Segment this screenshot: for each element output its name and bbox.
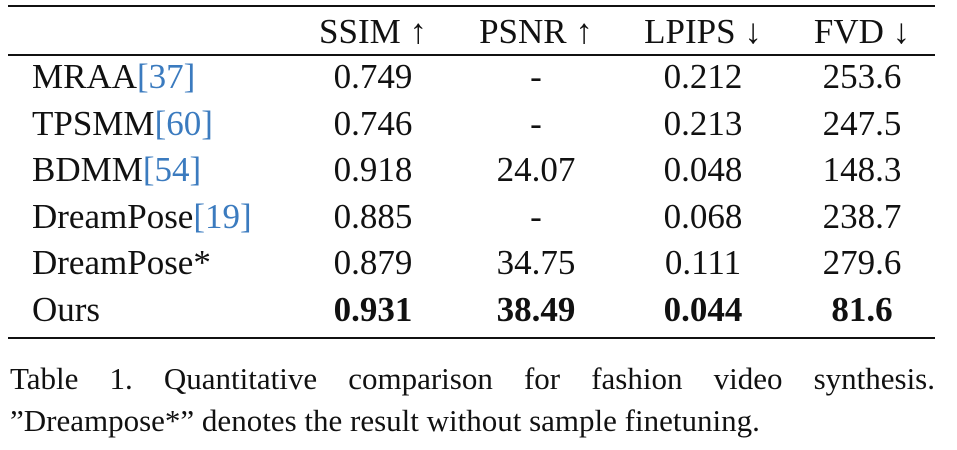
caption-line-1: Table 1. Quantitative comparison for fas… [10,361,935,396]
table-caption: Table 1. Quantitative comparison for fas… [10,358,935,442]
lpips-value: 0.048 [663,150,743,189]
psnr-value: 34.75 [496,243,576,282]
fvd-value: 238.7 [822,196,902,236]
method-name: MRAA[37] [32,54,195,100]
table-row: DreamPose* 0.879 34.75 0.111 279.6 [0,240,957,286]
table-row: BDMM[54] 0.918 24.07 0.048 148.3 [0,147,957,193]
lpips-value: 0.212 [663,57,743,96]
citation-link[interactable]: [37] [137,57,196,96]
method-name: DreamPose[19] [32,194,252,240]
fvd-value: 279.6 [822,243,902,282]
table-row: DreamPose[19] 0.885 - 0.068 238.7 [0,194,957,240]
ssim-value: 0.918 [333,150,413,189]
bottom-rule [8,337,935,339]
method-name: Ours [32,287,100,333]
header-fvd: FVD ↓ [813,12,911,51]
fvd-value: 148.3 [822,150,902,189]
header-row: SSIM ↑ PSNR ↑ LPIPS ↓ FVD ↓ [0,9,957,55]
ssim-value: 0.746 [333,103,413,143]
table-row: MRAA[37] 0.749 - 0.212 253.6 [0,54,957,100]
ssim-value: 0.879 [333,243,413,282]
ssim-value: 0.931 [333,289,413,329]
header-psnr: PSNR ↑ [479,12,593,51]
psnr-value: 38.49 [496,289,576,329]
fvd-value: 81.6 [831,289,893,329]
citation-link[interactable]: [19] [193,196,252,236]
top-rule [8,5,935,7]
method-name: DreamPose* [32,240,211,286]
method-label: DreamPose* [32,243,211,282]
method-label: BDMM [32,150,143,189]
ssim-value: 0.749 [333,57,413,96]
lpips-value: 0.044 [663,289,743,329]
method-label: MRAA [32,57,138,96]
method-name: TPSMM[60] [32,101,213,147]
table-row: TPSMM[60] 0.746 - 0.213 247.5 [0,101,957,147]
psnr-value: - [530,196,542,236]
method-name: BDMM[54] [32,147,201,193]
table-row: Ours 0.931 38.49 0.044 81.6 [0,287,957,333]
fvd-value: 253.6 [822,57,902,96]
method-label: Ours [32,289,101,329]
caption-line-2: ”Dreampose*” denotes the result without … [10,403,760,438]
header-ssim: SSIM ↑ [319,12,427,51]
citation-link[interactable]: [60] [154,103,213,143]
lpips-value: 0.068 [663,196,743,236]
method-label: TPSMM [32,103,155,143]
citation-link[interactable]: [54] [142,150,202,189]
lpips-value: 0.111 [664,243,742,282]
lpips-value: 0.213 [663,103,743,143]
header-lpips: LPIPS ↓ [644,12,762,51]
fvd-value: 247.5 [822,103,902,143]
psnr-value: - [530,103,542,143]
psnr-value: 24.07 [496,150,576,189]
method-label: DreamPose [32,196,194,236]
ssim-value: 0.885 [333,196,413,236]
psnr-value: - [530,57,542,96]
header-rule [8,54,935,56]
